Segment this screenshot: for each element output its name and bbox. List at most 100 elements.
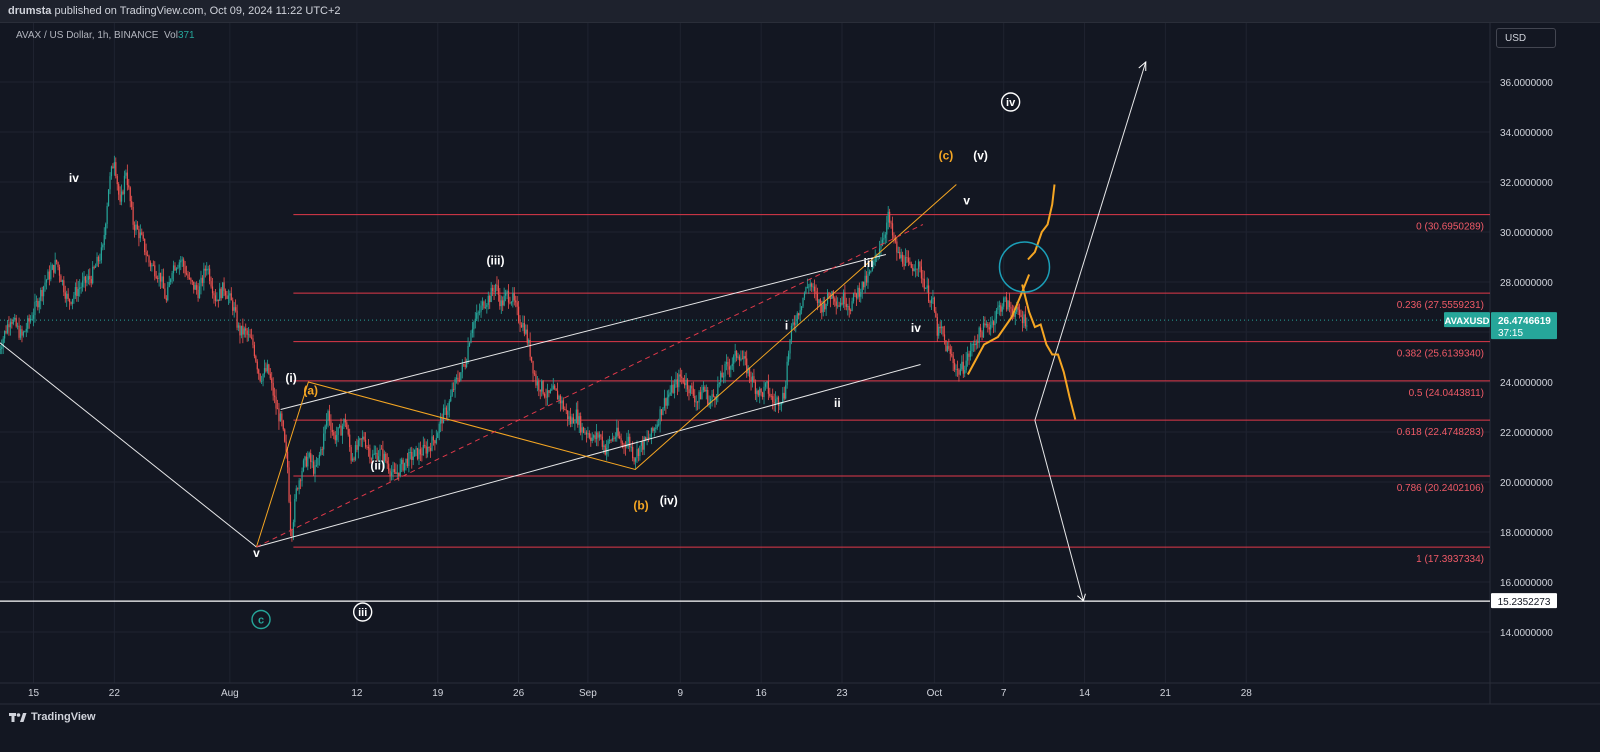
candle-body bbox=[297, 488, 299, 490]
candle-body bbox=[743, 356, 745, 360]
candle-body bbox=[533, 373, 536, 375]
candle-body bbox=[568, 416, 570, 420]
candle-body bbox=[96, 256, 98, 267]
candle-body bbox=[988, 327, 990, 330]
candle-body bbox=[552, 385, 554, 390]
grid-lines bbox=[0, 23, 1490, 683]
candle-body bbox=[325, 420, 328, 426]
candle-body bbox=[594, 435, 596, 440]
candle-body bbox=[767, 381, 769, 394]
candle-body bbox=[881, 239, 884, 246]
candle-body bbox=[948, 346, 950, 349]
candle-body bbox=[54, 259, 56, 273]
candle-body bbox=[194, 285, 196, 290]
candle-body bbox=[450, 395, 452, 402]
candle-body bbox=[848, 306, 850, 311]
candle-body bbox=[813, 286, 816, 292]
wave-label: (v) bbox=[973, 149, 988, 163]
candle-body bbox=[582, 427, 585, 433]
candle-body bbox=[86, 279, 88, 283]
candle-body bbox=[269, 373, 271, 379]
currency-button[interactable]: USD bbox=[1496, 28, 1556, 48]
candle-body bbox=[389, 470, 391, 476]
candle-body bbox=[738, 356, 741, 361]
price-tick-label: 18.0000000 bbox=[1500, 528, 1553, 539]
candle-body bbox=[754, 382, 756, 394]
circled-wave-marker bbox=[1000, 92, 1021, 112]
candle-body bbox=[89, 276, 91, 280]
candle-body bbox=[572, 417, 575, 424]
candle-body bbox=[133, 224, 136, 231]
tradingview-logo[interactable]: TradingView bbox=[9, 711, 96, 723]
abc-correction-line bbox=[255, 184, 957, 548]
candle-body bbox=[595, 432, 598, 440]
abc-dashed-line bbox=[256, 224, 924, 548]
candle-body bbox=[172, 265, 175, 274]
candle-body bbox=[256, 361, 258, 370]
candle-body bbox=[217, 299, 219, 301]
candle-body bbox=[951, 353, 953, 356]
candle-body bbox=[1005, 297, 1008, 310]
candle-body bbox=[1008, 300, 1011, 308]
fib-level-label: 0 (30.6950289) bbox=[1416, 222, 1484, 233]
wave-label: (ii) bbox=[370, 459, 385, 473]
candle-body bbox=[66, 293, 68, 299]
candle-body bbox=[295, 488, 297, 499]
price-chart[interactable]: 14.0000000 16.0000000 18.0000000 20.0000000… bbox=[0, 23, 1600, 747]
candle-body bbox=[180, 260, 182, 263]
candle-body bbox=[281, 413, 283, 421]
candle-body bbox=[146, 255, 149, 256]
candle-body bbox=[776, 397, 778, 400]
candle-body bbox=[529, 340, 531, 357]
candle-body bbox=[811, 283, 813, 287]
candle-body bbox=[542, 380, 544, 394]
candle-body bbox=[412, 456, 414, 460]
candle-body bbox=[40, 289, 42, 301]
candle-body bbox=[998, 305, 1000, 307]
candle-body bbox=[22, 331, 24, 336]
candle-body bbox=[414, 449, 416, 457]
candle-body bbox=[777, 397, 780, 406]
candle-body bbox=[747, 367, 749, 374]
candle-body bbox=[236, 310, 238, 328]
time-tick-label: Sep bbox=[579, 688, 597, 699]
candle-body bbox=[941, 326, 943, 329]
candle-body bbox=[737, 356, 739, 358]
candle-body bbox=[448, 401, 450, 411]
candle-body bbox=[819, 299, 821, 306]
candle-body bbox=[262, 373, 264, 381]
chart-area[interactable]: 14.0000000 16.0000000 18.0000000 20.0000000… bbox=[0, 23, 1600, 747]
candle-body bbox=[774, 399, 777, 404]
price-tick-label: 30.0000000 bbox=[1500, 228, 1553, 239]
candle-body bbox=[812, 286, 814, 288]
candle-body bbox=[187, 274, 189, 279]
candle-body bbox=[9, 322, 11, 328]
candle-body bbox=[535, 374, 537, 386]
candle-body bbox=[327, 411, 329, 421]
projected-wave-3 bbox=[1021, 284, 1077, 420]
candle-body bbox=[484, 306, 486, 308]
candle-body bbox=[613, 437, 615, 439]
candle-body bbox=[422, 444, 424, 456]
candle-body bbox=[663, 398, 666, 408]
candle-body bbox=[177, 267, 179, 269]
candle-body bbox=[123, 175, 126, 194]
candle-body bbox=[710, 398, 712, 403]
candle-body bbox=[21, 329, 23, 336]
candle-body bbox=[1003, 298, 1005, 307]
candle-body bbox=[302, 460, 305, 471]
candle-body bbox=[5, 331, 7, 333]
candle-body bbox=[562, 400, 564, 410]
candle-body bbox=[110, 166, 113, 177]
candle-body bbox=[408, 452, 410, 467]
candle-body bbox=[188, 278, 191, 279]
candle-body bbox=[301, 470, 303, 481]
candle-body bbox=[884, 234, 886, 239]
candle-body bbox=[390, 472, 393, 476]
candle-body bbox=[837, 305, 839, 307]
symbol-legend[interactable]: AVAX / US Dollar, 1h, BINANCE Vol371 bbox=[16, 30, 195, 41]
candle-body bbox=[398, 472, 400, 476]
candle-body bbox=[593, 435, 595, 438]
projected-wave-2 bbox=[1027, 184, 1056, 261]
candle-body bbox=[923, 278, 925, 289]
